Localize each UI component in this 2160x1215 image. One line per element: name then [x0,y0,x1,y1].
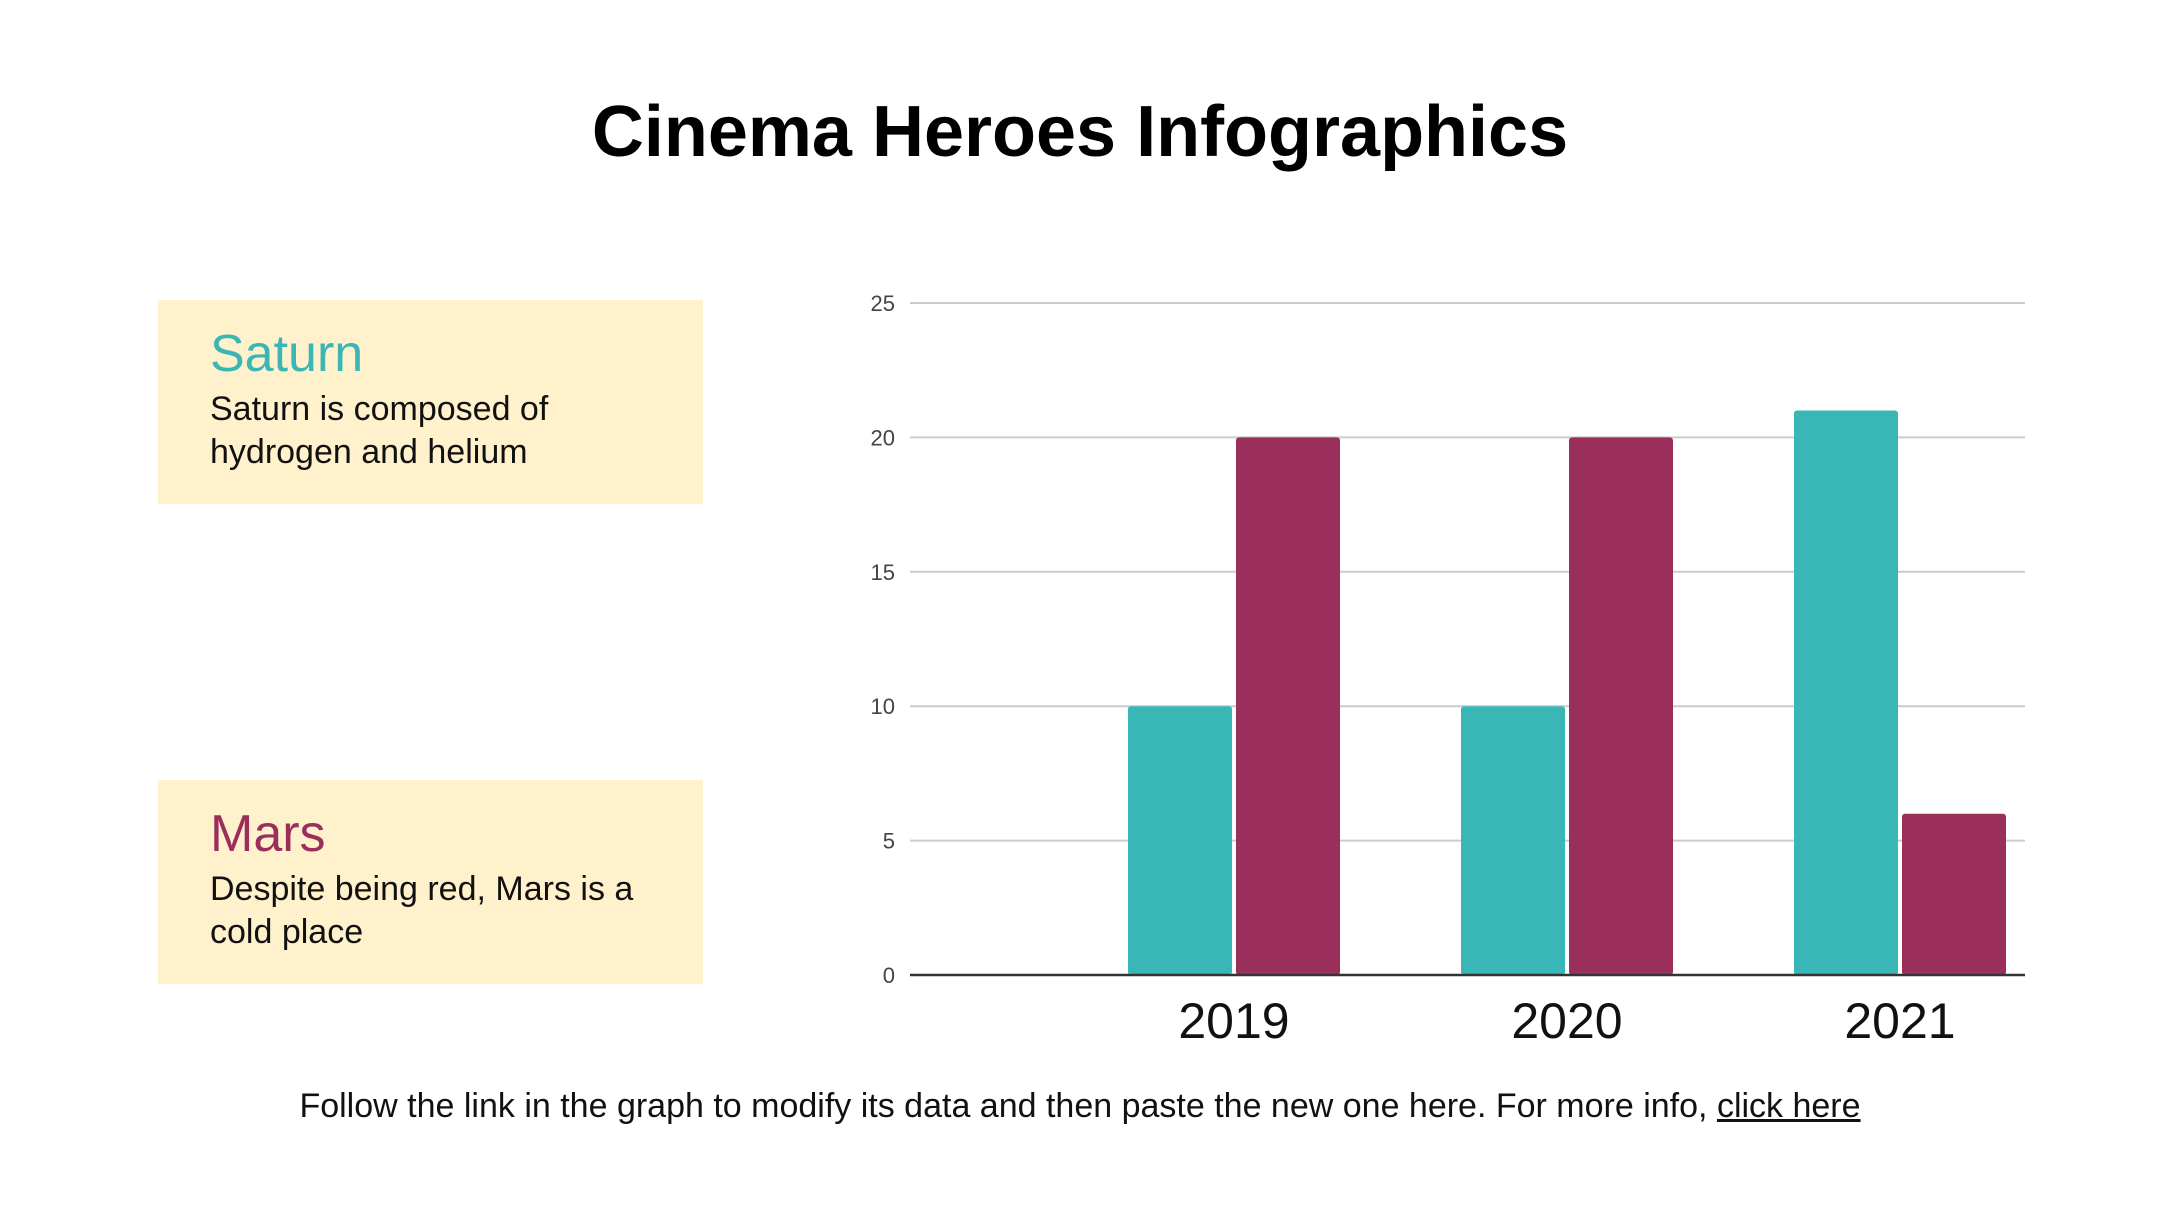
bar-saturn-2019 [1128,706,1232,975]
y-tick-label: 15 [871,560,895,585]
bar-mars-2020 [1569,437,1673,975]
bar-mars-2019 [1236,437,1340,975]
saturn-card-text: Saturn is composed of hydrogen and heliu… [210,390,549,471]
y-tick-label: 20 [871,425,895,450]
y-tick-label: 25 [871,291,895,316]
mars-card: Mars Despite being red, Mars is a cold p… [158,780,703,984]
footer-text: Follow the link in the graph to modify i… [299,1087,1708,1125]
y-tick-label: 0 [883,963,895,988]
x-tick-label: 2019 [1178,993,1289,1049]
bar-mars-2021 [1902,813,2006,975]
saturn-card: Saturn Saturn is composed of hydrogen an… [158,300,703,504]
click-here-link[interactable]: click here [1716,1087,1861,1125]
x-tick-label: 2020 [1511,993,1622,1049]
footer-note: Follow the link in the graph to modify i… [0,1086,2160,1126]
y-tick-label: 5 [883,829,895,854]
bar-saturn-2021 [1794,410,1898,975]
mars-card-text: Despite being red, Mars is a cold place [210,870,634,951]
page-title: Cinema Heroes Infographics [591,92,1569,172]
mars-card-title: Mars [210,805,326,863]
bar-saturn-2020 [1461,706,1565,975]
y-tick-label: 10 [871,694,895,719]
x-tick-label: 2021 [1844,993,1955,1049]
saturn-card-title: Saturn [210,325,364,383]
